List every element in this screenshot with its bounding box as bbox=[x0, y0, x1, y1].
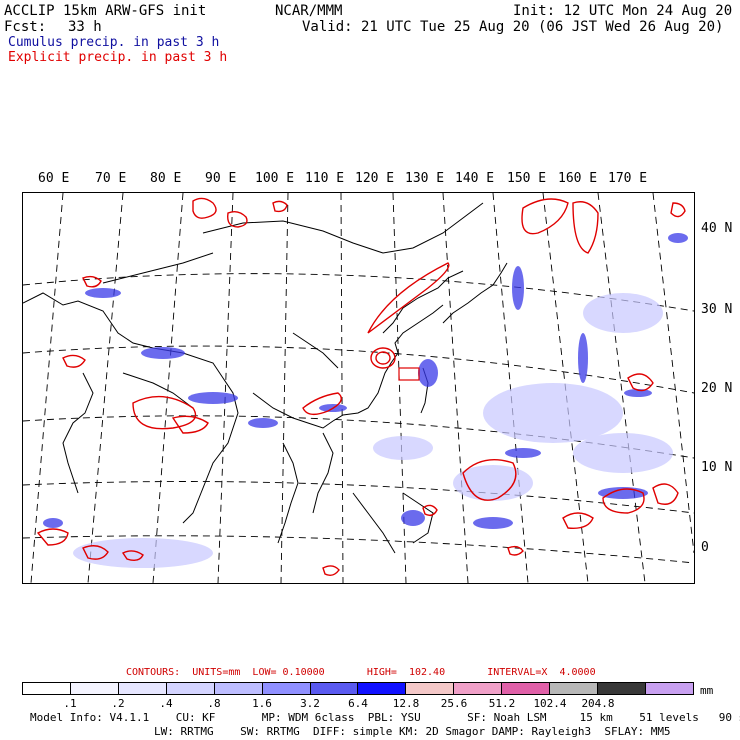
longitude-label: 170 E bbox=[608, 171, 648, 186]
color-bar-swatch bbox=[70, 683, 119, 694]
init-time: Init: 12 UTC Mon 24 Aug 20 bbox=[513, 3, 733, 19]
latitude-label: 40 N bbox=[701, 221, 733, 236]
color-bar-tick: 51.2 bbox=[488, 697, 516, 710]
longitude-label: 90 E bbox=[205, 171, 237, 186]
color-bar-tick: .1 bbox=[63, 697, 77, 710]
coastlines bbox=[23, 202, 508, 554]
color-bar-tick: 25.6 bbox=[440, 697, 468, 710]
model-info-line1: Model Info: V4.1.1 CU: KF MP: WDM 6class… bbox=[30, 711, 740, 724]
precipitation-map bbox=[22, 192, 695, 584]
color-bar-swatch bbox=[645, 683, 693, 694]
color-bar-swatch bbox=[262, 683, 311, 694]
longitude-label: 150 E bbox=[507, 171, 547, 186]
color-bar-swatch bbox=[406, 683, 455, 694]
latitude-label: 30 N bbox=[701, 302, 733, 317]
longitude-label: 120 E bbox=[355, 171, 395, 186]
latitude-label: 10 N bbox=[701, 460, 733, 475]
latitude-label: 20 N bbox=[701, 381, 733, 396]
explicit-precip-contours bbox=[36, 197, 686, 577]
color-bar-unit: mm bbox=[700, 684, 714, 697]
color-bar-tick: 102.4 bbox=[533, 697, 567, 710]
color-bar-swatch bbox=[502, 683, 551, 694]
longitude-label: 100 E bbox=[255, 171, 295, 186]
longitude-label: 60 E bbox=[38, 171, 70, 186]
color-bar-swatch bbox=[358, 683, 407, 694]
color-bar-swatch bbox=[214, 683, 263, 694]
forecast-hour: 33 h bbox=[68, 19, 102, 35]
contour-info: CONTOURS: UNITS=mm LOW= 0.10000 HIGH= 10… bbox=[126, 667, 596, 678]
map-title: ACCLIP 15km ARW-GFS init bbox=[4, 3, 207, 19]
precip-color-bar bbox=[22, 682, 694, 695]
color-bar-tick: 204.8 bbox=[581, 697, 615, 710]
cumulus-precip-legend: Cumulus precip. in past 3 h bbox=[8, 35, 220, 50]
color-bar-swatch bbox=[598, 683, 646, 694]
color-bar-swatch bbox=[166, 683, 215, 694]
color-bar-tick: .8 bbox=[207, 697, 221, 710]
cumulus-precip-areas bbox=[43, 233, 688, 529]
explicit-precip-legend: Explicit precip. in past 3 h bbox=[8, 50, 228, 65]
color-bar-tick: 1.6 bbox=[252, 697, 272, 710]
model-info-line2: LW: RRTMG SW: RRTMG DIFF: simple KM: 2D … bbox=[154, 725, 671, 738]
longitude-label: 70 E bbox=[95, 171, 127, 186]
longitude-label: 80 E bbox=[150, 171, 182, 186]
longitude-label: 140 E bbox=[455, 171, 495, 186]
forecast-label: Fcst: bbox=[4, 19, 47, 35]
color-bar-tick: 3.2 bbox=[300, 697, 320, 710]
graticule bbox=[23, 193, 694, 583]
longitude-label: 130 E bbox=[405, 171, 445, 186]
color-bar-tick: 12.8 bbox=[392, 697, 420, 710]
organization-label: NCAR/MMM bbox=[275, 3, 343, 19]
longitude-label: 110 E bbox=[305, 171, 345, 186]
valid-time: Valid: 21 UTC Tue 25 Aug 20 (06 JST Wed … bbox=[302, 19, 724, 35]
color-bar-swatch bbox=[310, 683, 359, 694]
color-bar-swatch bbox=[23, 683, 71, 694]
color-bar-tick: 6.4 bbox=[348, 697, 368, 710]
color-bar-tick: .4 bbox=[159, 697, 173, 710]
color-bar-swatch bbox=[550, 683, 599, 694]
light-precip-areas bbox=[73, 293, 673, 568]
color-bar-swatch bbox=[118, 683, 167, 694]
latitude-label: 0 bbox=[701, 540, 709, 555]
storm-marker bbox=[398, 367, 420, 381]
color-bar-swatch bbox=[454, 683, 503, 694]
color-bar-tick: .2 bbox=[111, 697, 125, 710]
longitude-label: 160 E bbox=[558, 171, 598, 186]
map-canvas bbox=[23, 193, 694, 583]
